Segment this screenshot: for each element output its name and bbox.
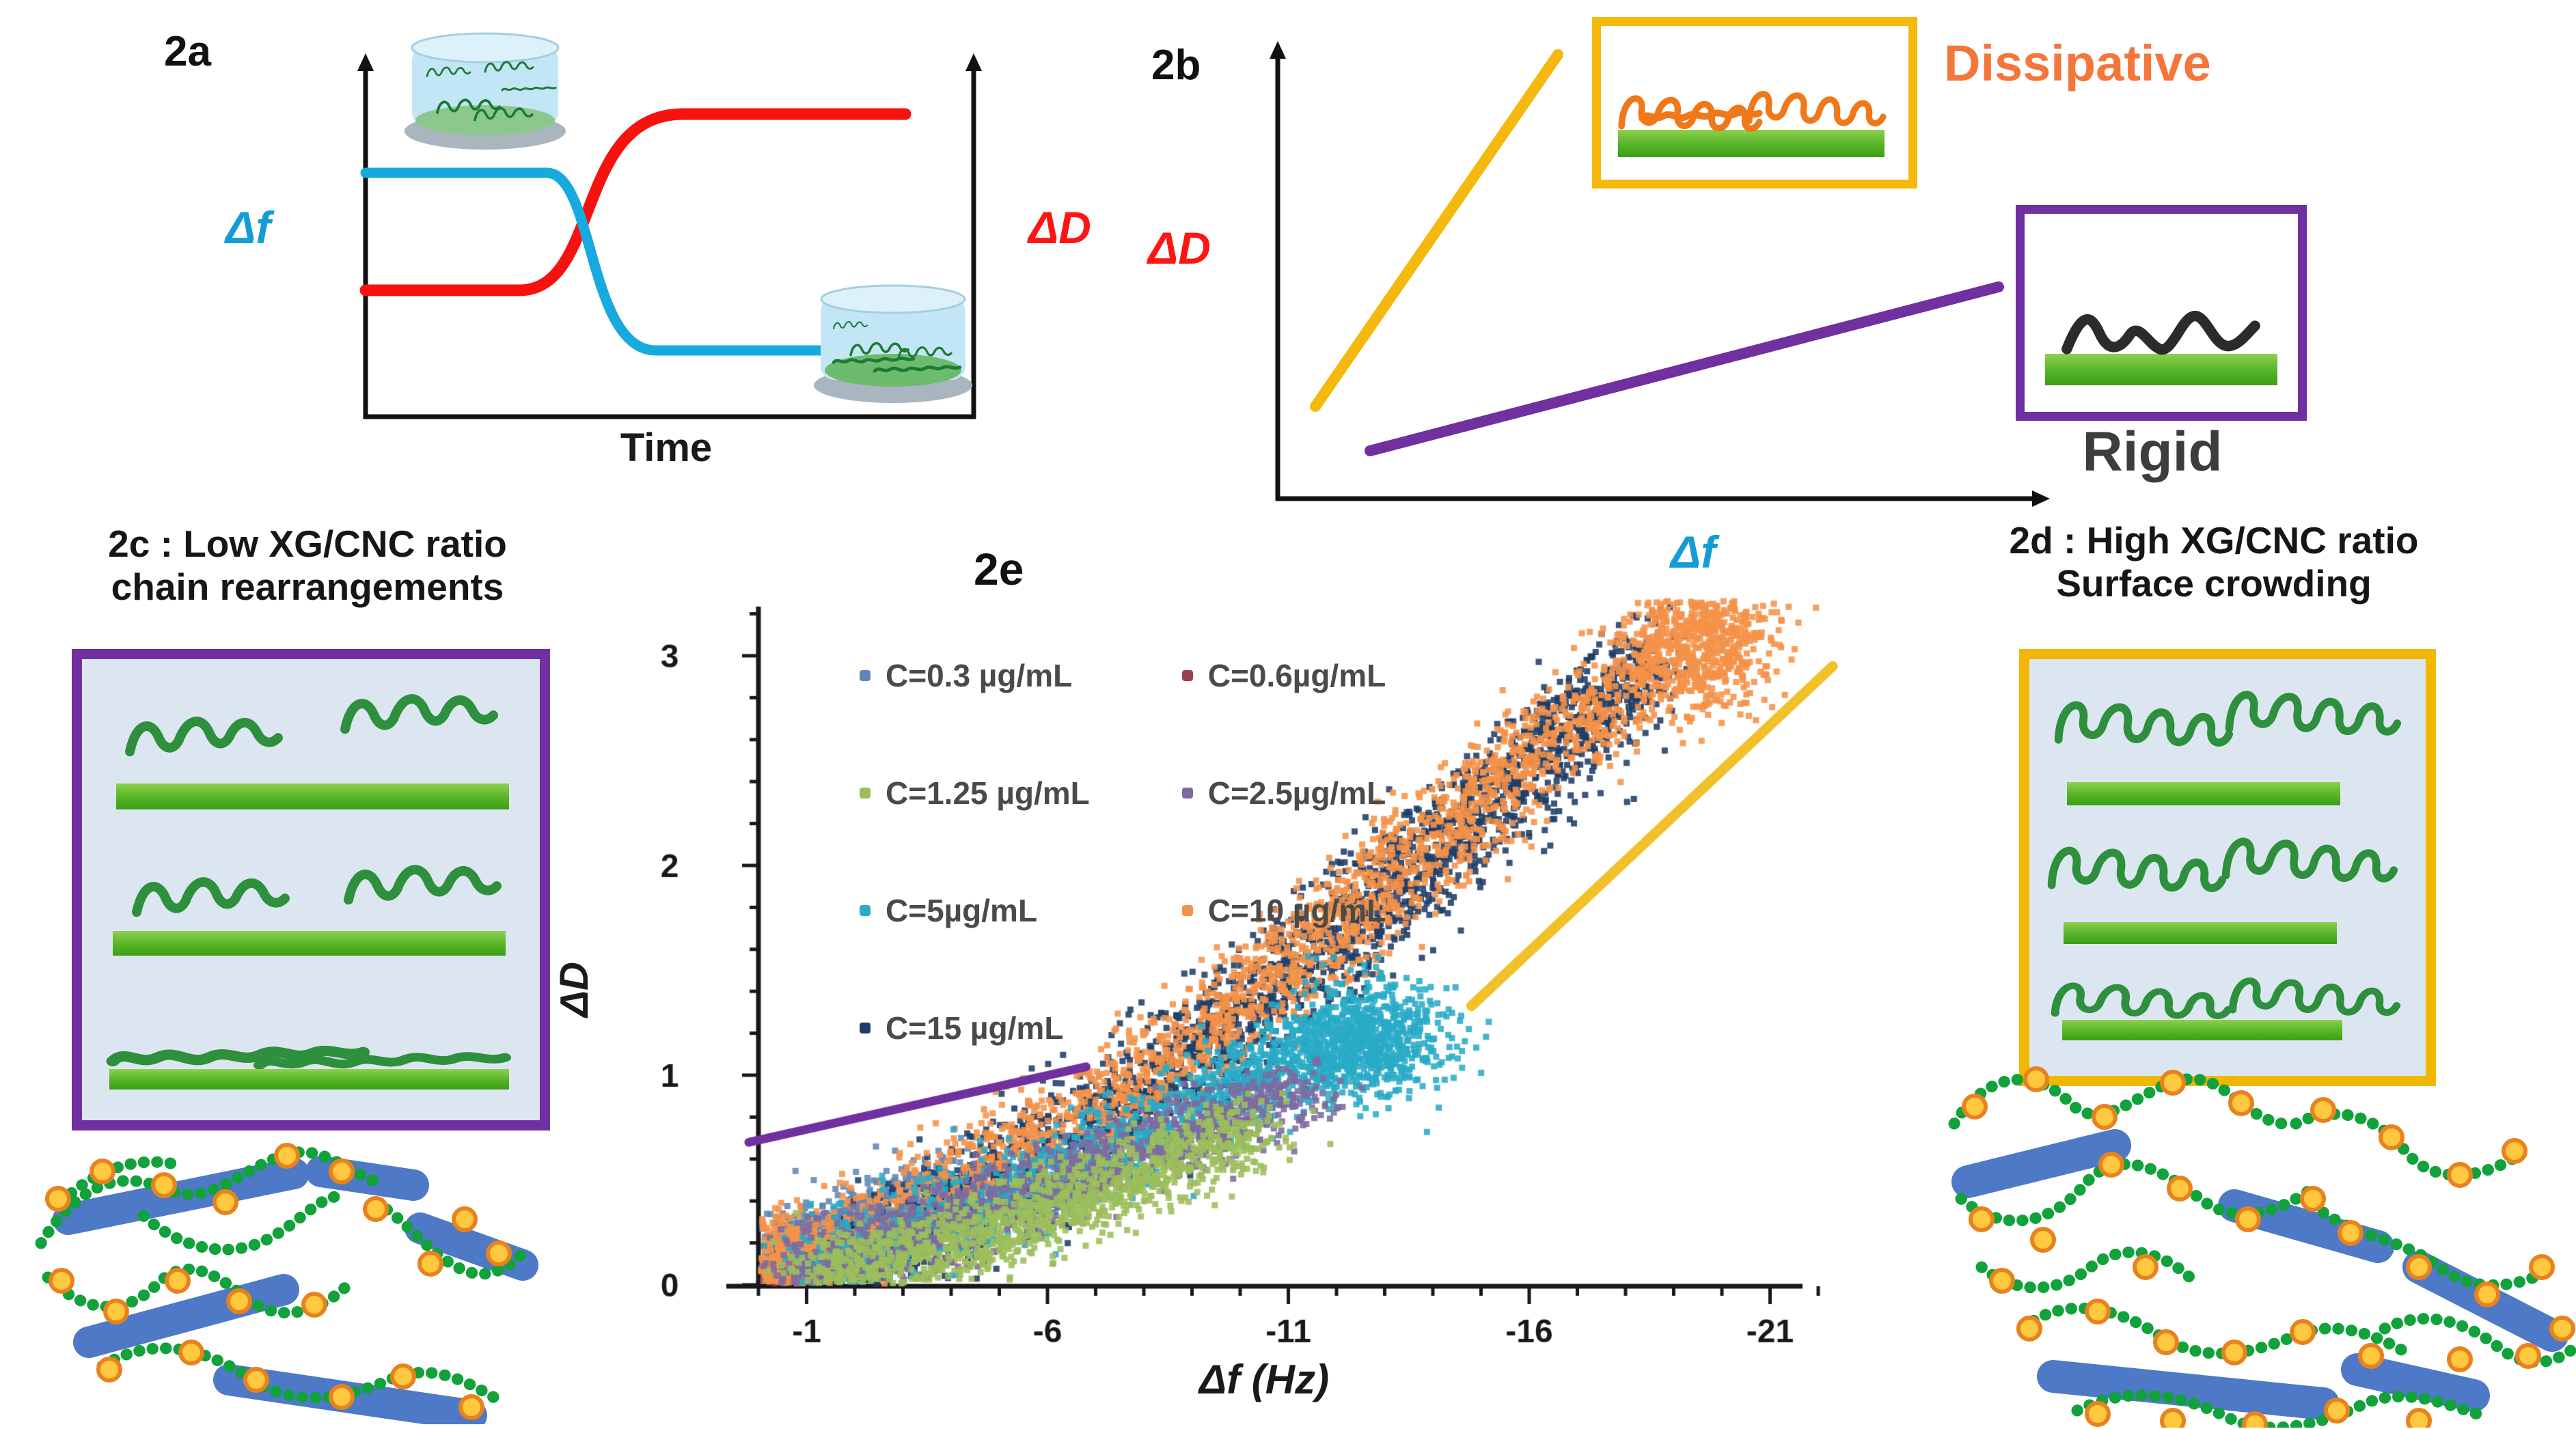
panel-b-schematic xyxy=(1270,41,2050,507)
panel-a-right-axis-arrow-icon xyxy=(965,53,982,71)
panel-b-delta-f-label: Δf xyxy=(1671,527,1716,577)
panel-c-box xyxy=(72,649,550,1130)
cnc-surface-bar xyxy=(113,931,506,956)
xg-cnc-complex-high-ratio-icon xyxy=(1948,1066,2576,1428)
legend-item-label: C=2.5µg/mL xyxy=(1207,775,1386,811)
legend-marker-icon xyxy=(1181,788,1193,799)
panel-b-axes xyxy=(1275,55,2036,501)
dd-vs-df-scatter-canvas xyxy=(615,587,1845,1393)
legend-marker-icon xyxy=(860,1023,871,1033)
petri-dish-dense-icon xyxy=(814,284,972,403)
legend-item-label: C=1.25 µg/mL xyxy=(886,775,1090,811)
panel-d-art xyxy=(2029,659,2426,1040)
panel-d-box xyxy=(2019,649,2436,1086)
legend-item-label: C=5µg/mL xyxy=(886,893,1038,928)
panel-b-y-axis-arrow-icon xyxy=(1270,41,1286,59)
panel-b-label: 2b xyxy=(1151,42,1201,89)
panel-a-delta-d-label: ΔD xyxy=(1028,202,1091,253)
panel-a-schematic xyxy=(357,32,982,419)
delta-f-curve xyxy=(360,167,873,356)
legend-item-label: C=10 µg/mL xyxy=(1207,893,1386,928)
legend-item-3: C=1.25 µg/mL xyxy=(860,775,1090,811)
legend-item-1: C=0.3 µg/mL xyxy=(860,657,1090,694)
legend-item-5: C=5µg/mL xyxy=(860,892,1090,929)
panel-a-axes xyxy=(363,67,976,419)
panel-e-label: 2e xyxy=(974,544,1024,594)
panel-c-title-line2: chain rearrangements xyxy=(111,566,504,609)
panel-c-title: 2c : Low XG/CNC ratio chain rearrangemen… xyxy=(41,523,574,609)
legend-marker-icon xyxy=(860,905,871,916)
legend-item-label: C=0.3 µg/mL xyxy=(886,658,1073,693)
xg-cnc-complex-low-ratio-icon xyxy=(35,1143,538,1424)
chart-legend: C=0.3 µg/mL C=0.6µg/mL C=1.25 µg/mL C=2.5µg… xyxy=(860,657,1386,1046)
legend-marker-icon xyxy=(860,788,871,799)
legend-marker-icon xyxy=(860,670,871,681)
panel-a-delta-f-label: Δf xyxy=(225,202,271,253)
cnc-surface-bar xyxy=(116,783,509,809)
dissipative-label: Dissipative xyxy=(1944,35,2211,92)
panel-d-title-line1: 2d : High XG/CNC ratio xyxy=(2009,519,2419,561)
panel-d-title: 2d : High XG/CNC ratio Surface crowding xyxy=(1982,519,2446,606)
delta-d-curve xyxy=(359,108,912,296)
chart-y-axis-label: ΔD xyxy=(551,962,597,1017)
rigid-inset-box xyxy=(2016,205,2307,421)
petri-dish-sparse-icon xyxy=(405,32,566,150)
cnc-surface-bar xyxy=(109,1069,509,1090)
panel-a-time-label: Time xyxy=(620,426,713,470)
panel-c-title-line1: 2c : Low XG/CNC ratio xyxy=(108,523,507,565)
legend-marker-icon xyxy=(1181,905,1193,916)
panel-a-left-axis-arrow-icon xyxy=(357,53,374,71)
legend-item-7: C=15 µg/mL xyxy=(860,1010,1090,1046)
legend-marker-icon xyxy=(1181,670,1193,681)
dissipative-line xyxy=(1310,49,1563,412)
legend-item-label: C=15 µg/mL xyxy=(886,1010,1064,1046)
legend-item-label: C=0.6µg/mL xyxy=(1207,658,1386,693)
dissipative-inset-art xyxy=(1618,26,1908,157)
panel-d-title-line2: Surface crowding xyxy=(2056,562,2372,605)
rigid-line xyxy=(1365,281,2004,456)
panel-b-x-axis-arrow-icon xyxy=(2032,490,2050,507)
panel-a-label: 2a xyxy=(164,28,211,75)
panel-b-delta-d-label: ΔD xyxy=(1148,223,1211,273)
cnc-surface-bar xyxy=(2064,922,2337,944)
legend-item-2: C=0.6µg/mL xyxy=(1181,657,1386,694)
legend-item-4: C=2.5µg/mL xyxy=(1181,775,1386,811)
legend-item-6: C=10 µg/mL xyxy=(1181,892,1386,929)
cnc-surface-bar xyxy=(2067,782,2340,805)
rigid-label: Rigid xyxy=(2082,421,2223,483)
cnc-surface-bar xyxy=(2062,1020,2342,1040)
dissipative-inset-box xyxy=(1592,17,1917,189)
rigid-inset-art xyxy=(2045,214,2277,385)
panel-c-art xyxy=(82,659,540,1090)
chart-x-axis-label: Δf (Hz) xyxy=(1198,1357,1330,1402)
